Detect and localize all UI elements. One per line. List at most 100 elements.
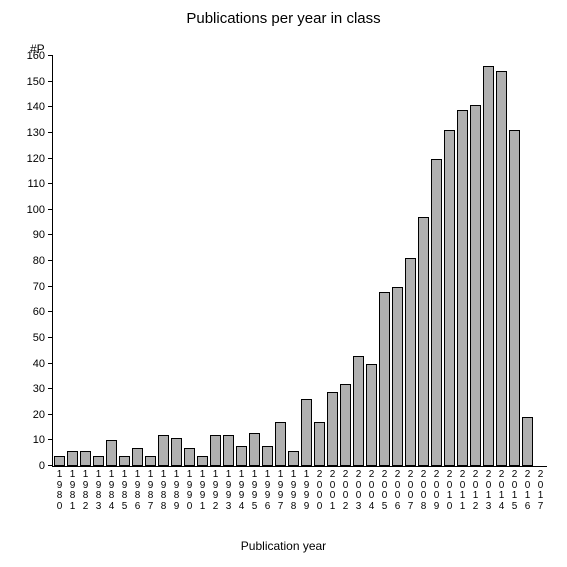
y-tick-label: 10 bbox=[33, 434, 45, 446]
x-tick-label: 1989 bbox=[172, 470, 182, 512]
x-tick-label: 2009 bbox=[432, 470, 442, 512]
y-tick-label: 100 bbox=[27, 204, 45, 216]
y-tick-label: 150 bbox=[27, 76, 45, 88]
x-tick-label: 1988 bbox=[159, 470, 169, 512]
x-tick-label: 2012 bbox=[471, 470, 481, 512]
x-tick-label: 2014 bbox=[497, 470, 507, 512]
bar bbox=[119, 456, 131, 466]
bar bbox=[366, 364, 378, 467]
bar bbox=[509, 130, 521, 466]
y-tick bbox=[48, 286, 53, 287]
y-tick-label: 50 bbox=[33, 332, 45, 344]
x-tick-label: 2003 bbox=[354, 470, 364, 512]
bar bbox=[470, 105, 482, 466]
x-tick-label: 2001 bbox=[328, 470, 338, 512]
x-tick-label: 1982 bbox=[80, 470, 90, 512]
y-tick bbox=[48, 209, 53, 210]
plot-area: 0102030405060708090100110120130140150160… bbox=[52, 56, 547, 467]
y-tick bbox=[48, 388, 53, 389]
y-tick bbox=[48, 337, 53, 338]
bar bbox=[431, 159, 443, 467]
x-tick-label: 1999 bbox=[302, 470, 312, 512]
bar bbox=[54, 456, 66, 466]
bar bbox=[418, 217, 430, 466]
y-tick-label: 140 bbox=[27, 101, 45, 113]
y-tick-label: 110 bbox=[27, 178, 45, 190]
bar bbox=[67, 451, 79, 466]
bar bbox=[210, 435, 222, 466]
bar bbox=[223, 435, 235, 466]
bar bbox=[80, 451, 92, 466]
x-tick-label: 2002 bbox=[341, 470, 351, 512]
y-tick bbox=[48, 55, 53, 56]
y-tick bbox=[48, 132, 53, 133]
bar bbox=[353, 356, 365, 466]
y-tick bbox=[48, 81, 53, 82]
x-tick-label: 2000 bbox=[315, 470, 325, 512]
bar bbox=[236, 446, 248, 467]
bar bbox=[184, 448, 196, 466]
x-tick-label: 1993 bbox=[224, 470, 234, 512]
y-tick-label: 120 bbox=[27, 153, 45, 165]
y-tick-label: 130 bbox=[27, 127, 45, 139]
x-tick-label: 2011 bbox=[458, 470, 468, 512]
bar bbox=[275, 422, 287, 466]
bar bbox=[457, 110, 469, 466]
x-tick-label: 1995 bbox=[250, 470, 260, 512]
y-tick-label: 30 bbox=[33, 383, 45, 395]
bar bbox=[171, 438, 183, 466]
bar bbox=[301, 399, 313, 466]
x-tick-label: 1994 bbox=[237, 470, 247, 512]
y-tick bbox=[48, 106, 53, 107]
x-tick-label: 1990 bbox=[185, 470, 195, 512]
x-tick-label: 2005 bbox=[380, 470, 390, 512]
x-tick-label: 1985 bbox=[120, 470, 130, 512]
y-tick-label: 70 bbox=[33, 281, 45, 293]
y-tick bbox=[48, 183, 53, 184]
bar bbox=[145, 456, 157, 466]
y-tick-label: 80 bbox=[33, 255, 45, 267]
bar bbox=[197, 456, 209, 466]
y-tick bbox=[48, 260, 53, 261]
bar bbox=[483, 66, 495, 466]
x-tick-label: 2010 bbox=[445, 470, 455, 512]
bar bbox=[262, 446, 274, 467]
y-tick-label: 60 bbox=[33, 306, 45, 318]
x-tick-label: 1981 bbox=[68, 470, 78, 512]
x-tick-label: 1984 bbox=[107, 470, 117, 512]
bar bbox=[379, 292, 391, 466]
bar bbox=[93, 456, 105, 466]
x-tick-label: 2017 bbox=[536, 470, 546, 512]
y-tick bbox=[48, 439, 53, 440]
x-tick-label: 2007 bbox=[406, 470, 416, 512]
chart-container: Publications per year in class #P 010203… bbox=[0, 0, 567, 567]
x-tick-label: 1987 bbox=[146, 470, 156, 512]
bar bbox=[444, 130, 456, 466]
y-tick bbox=[48, 414, 53, 415]
x-tick-label: 1997 bbox=[276, 470, 286, 512]
bar bbox=[327, 392, 339, 466]
y-tick-label: 40 bbox=[33, 358, 45, 370]
chart-title: Publications per year in class bbox=[0, 10, 567, 27]
x-tick-label: 2004 bbox=[367, 470, 377, 512]
bar bbox=[405, 258, 417, 466]
x-tick-label: 1986 bbox=[133, 470, 143, 512]
x-tick-label: 2015 bbox=[510, 470, 520, 512]
y-tick-label: 0 bbox=[39, 460, 45, 472]
x-tick-label: 1996 bbox=[263, 470, 273, 512]
x-tick-label: 2006 bbox=[393, 470, 403, 512]
x-tick-label: 1992 bbox=[211, 470, 221, 512]
y-tick bbox=[48, 158, 53, 159]
bar bbox=[314, 422, 326, 466]
bar bbox=[522, 417, 534, 466]
bar bbox=[392, 287, 404, 466]
y-tick-label: 90 bbox=[33, 229, 45, 241]
bar bbox=[132, 448, 144, 466]
bar bbox=[496, 71, 508, 466]
x-tick-label: 2008 bbox=[419, 470, 429, 512]
x-tick-label: 1980 bbox=[54, 470, 64, 512]
y-tick bbox=[48, 234, 53, 235]
y-tick bbox=[48, 311, 53, 312]
y-tick bbox=[48, 465, 53, 466]
x-tick-label: 1983 bbox=[94, 470, 104, 512]
